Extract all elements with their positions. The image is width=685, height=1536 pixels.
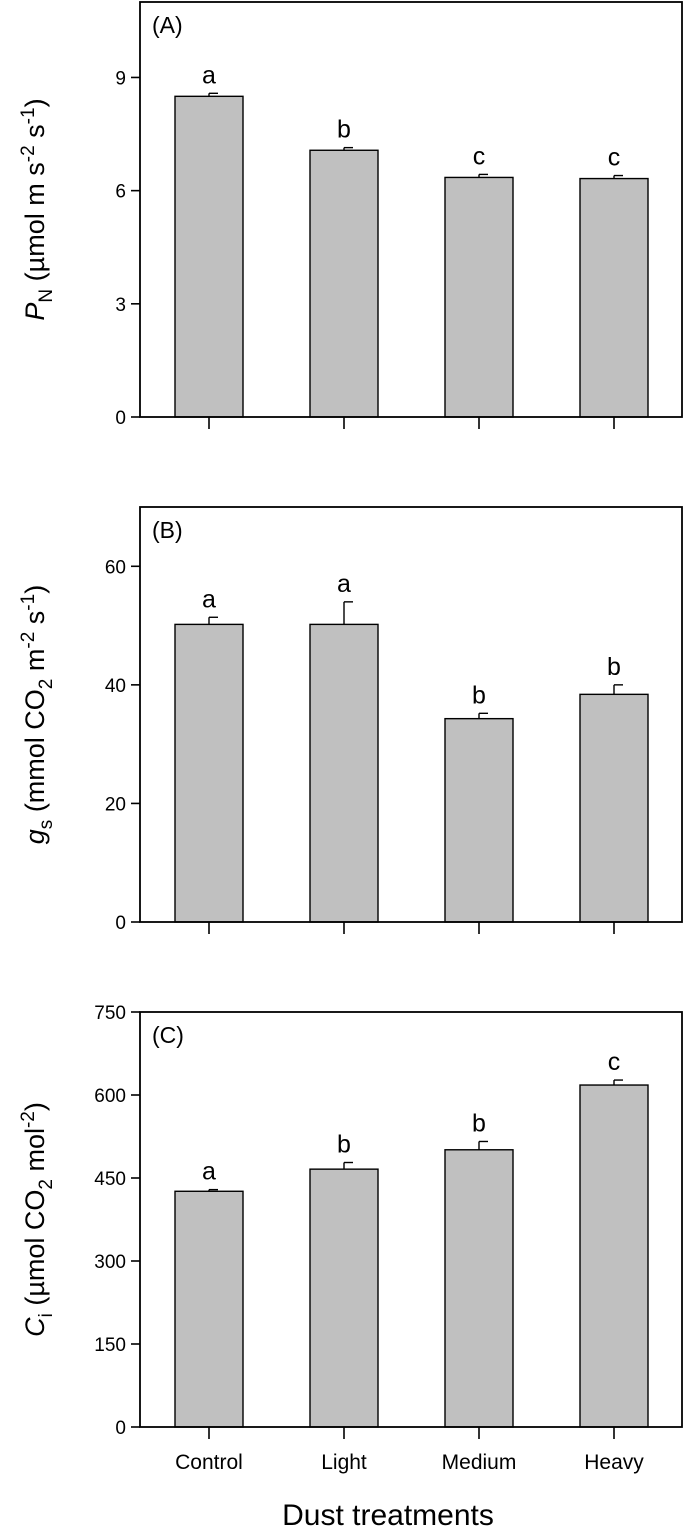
y-tick-label: 600	[94, 1086, 126, 1107]
significance-letter: b	[472, 1109, 486, 1137]
bar-medium	[444, 1149, 514, 1428]
x-category-label: Medium	[442, 1451, 517, 1474]
x-category-label: Control	[175, 1451, 243, 1474]
significance-letter: c	[608, 1048, 621, 1076]
y-tick-label: 9	[115, 68, 126, 89]
x-axis-title: Dust treatments	[282, 1499, 494, 1532]
y-tick-label: 0	[115, 408, 126, 429]
significance-letter: b	[337, 1131, 351, 1159]
y-tick-label: 150	[94, 1335, 126, 1356]
significance-letter: a	[337, 570, 351, 598]
y-tick-label: 40	[105, 676, 126, 697]
bar-control	[174, 1190, 244, 1428]
y-tick-label: 0	[115, 913, 126, 934]
significance-letter: c	[608, 144, 621, 172]
bar-light	[309, 623, 379, 923]
bar-light	[309, 149, 379, 418]
y-tick-label: 20	[105, 794, 126, 815]
bar-heavy	[579, 693, 649, 923]
chart-panel-c: a b b c 0 150 300 450 600 750 Control Light Medium He…	[18, 1003, 683, 1474]
plot-frame	[139, 1, 683, 418]
y-tick-label: 3	[115, 295, 126, 316]
bar-medium	[444, 176, 514, 418]
chart-panel-a: a b c c 0 3 6 9 (A) PN (µmol m s-2 s-1)	[18, 1, 683, 429]
y-tick-label: 450	[94, 1169, 126, 1190]
plot-frame	[139, 1011, 683, 1428]
x-category-label: Heavy	[584, 1451, 644, 1474]
bar-light	[309, 1168, 379, 1428]
y-axis-title: Ci (µmol CO2 mol-2)	[18, 1102, 57, 1337]
significance-letter: a	[202, 1158, 216, 1186]
x-category-label: Light	[321, 1451, 367, 1474]
chart-panel-b: a a b b 0 20 40 60 (B) gs (mmol CO2 m-2 s-1)	[18, 506, 683, 934]
plot-frame	[139, 506, 683, 923]
significance-letter: b	[607, 653, 621, 681]
bar-control	[174, 95, 244, 418]
significance-letter: a	[202, 585, 216, 613]
panel-label: (B)	[152, 517, 183, 543]
significance-letter: a	[202, 61, 216, 89]
y-tick-label: 750	[94, 1003, 126, 1024]
significance-letter: c	[473, 142, 486, 170]
y-tick-label: 300	[94, 1252, 126, 1273]
y-tick-label: 6	[115, 182, 126, 203]
y-axis-title: PN (µmol m s-2 s-1)	[18, 98, 57, 320]
bar-medium	[444, 717, 514, 923]
bar-heavy	[579, 177, 649, 418]
bar-control	[174, 623, 244, 923]
significance-letter: b	[337, 116, 351, 144]
significance-letter: b	[472, 681, 486, 709]
y-axis-title: gs (mmol CO2 m-2 s-1)	[18, 585, 57, 844]
bar-heavy	[579, 1084, 649, 1428]
panel-label: (A)	[152, 12, 183, 38]
y-tick-label: 60	[105, 557, 126, 578]
y-tick-label: 0	[115, 1418, 126, 1439]
panel-label: (C)	[152, 1022, 184, 1048]
